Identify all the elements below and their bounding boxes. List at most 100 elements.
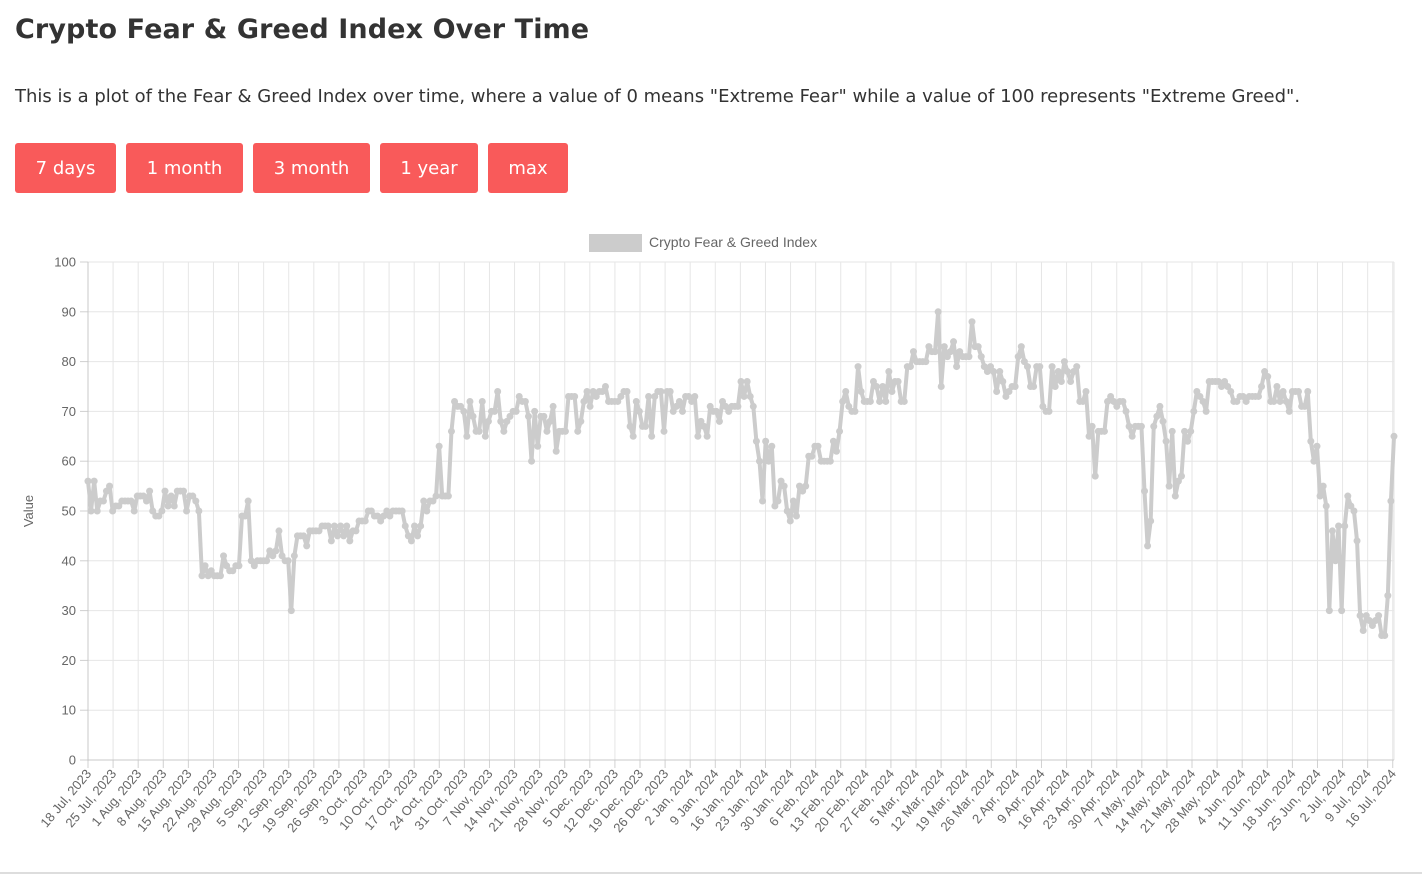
range-button-7-days[interactable]: 7 days [15,143,116,193]
data-point[interactable] [1313,442,1321,450]
data-point[interactable] [1390,432,1398,440]
data-point[interactable] [146,487,154,495]
data-point[interactable] [885,368,893,376]
data-point[interactable] [1017,343,1025,351]
data-point[interactable] [195,507,203,515]
data-point[interactable] [691,392,699,400]
data-point[interactable] [1153,412,1161,420]
data-point[interactable] [398,507,406,515]
data-point[interactable] [272,547,280,555]
range-button-1-year[interactable]: 1 year [380,143,478,193]
data-point[interactable] [574,427,582,435]
data-point[interactable] [275,527,283,535]
data-point[interactable] [337,522,345,530]
data-point[interactable] [327,537,335,545]
data-point[interactable] [1048,363,1056,371]
data-point[interactable] [586,402,594,410]
data-point[interactable] [1067,378,1075,386]
data-point[interactable] [1051,383,1059,390]
data-point[interactable] [1023,363,1031,371]
data-point[interactable] [1091,472,1099,480]
data-point[interactable] [241,512,249,520]
data-point[interactable] [1301,402,1309,410]
data-point[interactable] [678,407,686,415]
data-point[interactable] [346,537,354,545]
data-point[interactable] [829,437,837,445]
data-point[interactable] [87,507,95,515]
data-point[interactable] [814,442,822,450]
data-point[interactable] [192,497,200,505]
data-point[interactable] [534,442,542,450]
data-point[interactable] [263,557,271,565]
data-point[interactable] [99,497,107,505]
data-point[interactable] [635,407,643,415]
data-point[interactable] [106,482,114,490]
data-point[interactable] [549,402,557,410]
data-point[interactable] [740,392,748,400]
data-point[interactable] [1328,527,1336,535]
data-point[interactable] [1331,557,1339,565]
data-point[interactable] [715,417,723,425]
data-point[interactable] [632,397,640,405]
data-point[interactable] [762,437,770,445]
data-point[interactable] [623,387,631,395]
data-point[interactable] [1254,392,1262,400]
data-point[interactable] [130,507,138,515]
data-point[interactable] [1270,397,1278,405]
data-point[interactable] [447,427,455,435]
data-point[interactable] [703,432,711,440]
data-point[interactable] [1137,422,1145,430]
data-point[interactable] [463,432,471,440]
data-point[interactable] [521,397,529,405]
data-point[interactable] [675,397,683,405]
data-point[interactable] [1322,502,1330,510]
data-point[interactable] [1387,497,1395,505]
data-point[interactable] [1060,358,1068,366]
data-point[interactable] [1165,482,1173,490]
data-point[interactable] [540,412,548,420]
data-point[interactable] [478,397,486,405]
data-point[interactable] [164,502,172,510]
data-point[interactable] [343,522,351,530]
data-point[interactable] [170,502,178,510]
data-point[interactable] [201,562,209,570]
data-point[interactable] [882,397,890,405]
data-point[interactable] [1014,353,1022,361]
data-point[interactable] [768,442,776,450]
data-point[interactable] [1273,383,1281,390]
data-point[interactable] [571,392,579,400]
data-point[interactable] [423,507,431,515]
data-point[interactable] [660,427,668,435]
data-point[interactable] [1181,427,1189,435]
data-point[interactable] [1279,387,1287,395]
data-point[interactable] [84,477,92,485]
data-point[interactable] [1122,407,1130,415]
legend-swatch[interactable] [589,234,642,252]
data-point[interactable] [334,532,341,540]
data-point[interactable] [577,417,585,425]
data-point[interactable] [352,527,360,535]
data-point[interactable] [737,378,745,386]
data-point[interactable] [851,407,859,415]
data-point[interactable] [1144,542,1152,550]
data-point[interactable] [888,387,896,395]
data-point[interactable] [543,427,551,435]
data-point[interactable] [629,432,637,440]
data-point[interactable] [330,522,338,530]
data-point[interactable] [749,402,757,410]
data-point[interactable] [244,497,252,505]
data-point[interactable] [497,417,505,425]
data-point[interactable] [1375,612,1383,620]
data-point[interactable] [977,353,985,361]
data-point[interactable] [876,397,884,405]
data-point[interactable] [953,363,961,371]
data-point[interactable] [1119,397,1127,405]
data-point[interactable] [950,338,958,346]
data-point[interactable] [826,457,834,465]
data-point[interactable] [220,552,228,560]
data-point[interactable] [183,507,191,515]
data-point[interactable] [1344,492,1352,500]
data-point[interactable] [287,607,295,615]
data-point[interactable] [866,397,874,405]
data-point[interactable] [475,427,483,435]
